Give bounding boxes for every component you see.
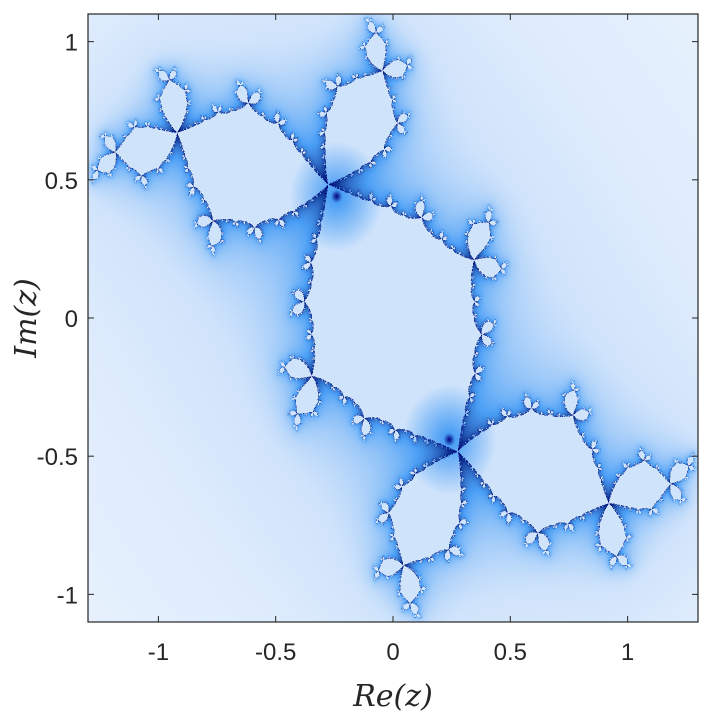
y-tick-label: 1 — [65, 30, 78, 57]
y-tick-label: 0.5 — [45, 168, 78, 195]
julia-set-image — [88, 14, 698, 622]
x-axis-label: Re(z) — [352, 679, 433, 714]
x-axis-ticks: -1 -0.5 0 0.5 1 — [148, 14, 634, 666]
y-axis-label: Im(z) — [9, 278, 44, 359]
x-tick-label: -1 — [148, 639, 169, 666]
x-tick-label: -0.5 — [255, 639, 296, 666]
y-axis-ticks: 1 0.5 0 -0.5 -1 — [37, 30, 698, 609]
julia-set-raster — [88, 14, 698, 622]
y-tick-label: -1 — [57, 582, 78, 609]
y-tick-label: -0.5 — [37, 444, 78, 471]
x-tick-label: 1 — [621, 639, 634, 666]
y-tick-label: 0 — [65, 306, 78, 333]
x-tick-label: 0.5 — [494, 639, 527, 666]
x-tick-label: 0 — [386, 639, 399, 666]
